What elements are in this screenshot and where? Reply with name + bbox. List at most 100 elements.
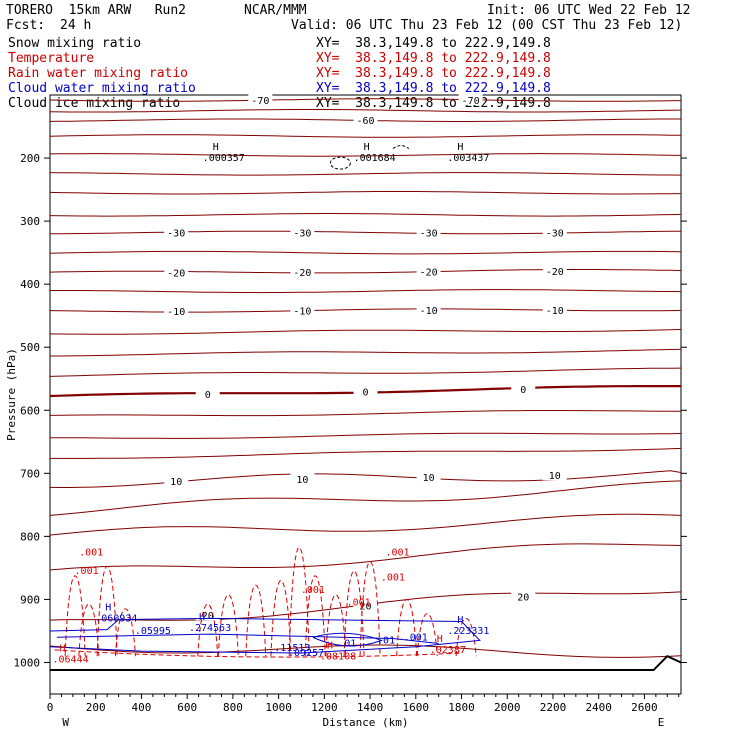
rain-contour	[96, 565, 118, 657]
isotherm-line	[49, 109, 682, 113]
cloud-contour-label: .001	[404, 632, 428, 643]
x-tick-label: 2600	[631, 701, 658, 714]
isotherm-label: -30	[293, 228, 311, 239]
max-value: .060934	[95, 613, 137, 624]
field-name: Cloud ice mixing ratio	[8, 96, 181, 111]
y-tick-label: 500	[20, 341, 40, 354]
x-tick-label: 2200	[540, 701, 567, 714]
rain-contour	[288, 546, 310, 657]
rain-contour	[78, 603, 100, 657]
isotherm-label-bg	[416, 265, 441, 277]
isotherm-label: 20	[359, 602, 371, 613]
isotherm-line	[49, 153, 682, 157]
isotherm-label: -30	[546, 228, 564, 239]
rain-contour-label: .001	[347, 598, 371, 609]
isotherm-line	[49, 250, 682, 255]
cloud-contour-label: .11513	[274, 643, 310, 654]
valid-time: Valid: 06 UTC Thu 23 Feb 12 (00 CST Thu …	[291, 18, 683, 33]
init-time: Init: 06 UTC Wed 22 Feb 12	[487, 3, 691, 18]
isotherm-label-bg	[164, 266, 189, 278]
y-tick-label: 800	[20, 530, 40, 543]
east-label: E	[658, 716, 665, 729]
isotherm-label: 20	[517, 592, 529, 603]
isotherm-label-bg	[290, 226, 315, 238]
cloud-contour-label: .09257	[288, 648, 324, 659]
isotherm-label-bg	[248, 94, 273, 106]
rain-contour	[217, 594, 239, 657]
max-value: .02387	[430, 645, 466, 656]
isotherm-label: -30	[167, 228, 185, 239]
isotherm-label-bg	[164, 304, 189, 316]
isotherm-label: 10	[423, 473, 435, 484]
isotherm-label-bg	[290, 265, 315, 277]
field-xy: XY= 38.3,149.8 to 222.9,149.8	[316, 36, 551, 51]
isotherm-label: 20	[202, 611, 214, 622]
y-tick-label: 1000	[14, 656, 41, 669]
max-marker: H	[105, 602, 111, 613]
x-tick-label: 1400	[357, 701, 384, 714]
rain-contour	[416, 613, 438, 657]
rain-contour	[197, 603, 219, 657]
cloud-contour	[312, 632, 383, 647]
isotherm-label: -10	[420, 306, 438, 317]
rain-contour-label: .001	[385, 547, 409, 558]
isotherm-label-bg	[542, 469, 567, 481]
x-tick-label: 1800	[448, 701, 475, 714]
isotherm-label: -20	[546, 267, 564, 278]
isotherm-line	[49, 172, 682, 176]
x-tick-label: 1000	[265, 701, 292, 714]
model-title: TORERO 15km ARW Run2	[6, 3, 187, 18]
rain-contour	[325, 594, 347, 657]
x-tick-label: 2400	[585, 701, 612, 714]
cloud-contour-label: .01	[377, 636, 395, 647]
isotherm-label-bg	[164, 474, 189, 486]
isotherm-line	[49, 410, 681, 417]
max-marker: H	[437, 634, 443, 645]
isotherm-line	[49, 329, 682, 335]
isotherm-label: 10	[549, 471, 561, 482]
isotherm-label: 10	[170, 477, 182, 488]
isotherm-line	[49, 98, 682, 102]
isotherm-label: -20	[420, 267, 438, 278]
isotherm-label-bg	[542, 264, 567, 276]
isotherm-label-bg	[353, 385, 378, 397]
field-xy: XY= 38.3,149.8 to 222.9,149.8	[316, 51, 551, 66]
west-label: W	[62, 716, 69, 729]
max-marker: H	[60, 643, 66, 654]
max-marker: H	[364, 142, 370, 153]
max-value: .000357	[203, 153, 245, 164]
rain-contour	[54, 649, 462, 658]
max-marker: H	[213, 142, 219, 153]
cloud-contour	[56, 633, 439, 645]
isotherm-line	[49, 269, 682, 274]
isotherm-label-bg	[416, 471, 441, 483]
isotherm-label: -70	[251, 96, 269, 107]
rain-contour-label: .001	[79, 547, 103, 558]
max-marker: H	[457, 142, 463, 153]
isotherm-label-bg	[353, 114, 378, 126]
isotherm-label: -20	[167, 268, 185, 279]
max-value: .274563	[189, 623, 231, 634]
isotherm-line	[49, 513, 682, 536]
isotherm-label: -70	[462, 96, 480, 107]
y-tick-label: 200	[20, 152, 40, 165]
isotherm-label-bg	[511, 590, 536, 602]
field-xy: XY= 38.3,149.8 to 222.9,149.8	[316, 66, 551, 81]
max-value: .08108	[320, 651, 356, 662]
x-tick-label: 800	[223, 701, 243, 714]
isotherm-label-bg	[416, 304, 441, 316]
rain-contour-label: .001	[381, 573, 405, 584]
x-tick-label: 400	[132, 701, 152, 714]
isotherm-line	[50, 432, 682, 439]
isotherm-label: -10	[167, 307, 185, 318]
rain-contour	[304, 575, 326, 657]
isotherm-label-bg	[195, 387, 220, 399]
x-tick-label: 1600	[403, 701, 430, 714]
isotherm-label-bg	[458, 94, 483, 106]
ice-contour	[392, 145, 410, 150]
isotherm-label-bg	[353, 599, 378, 611]
max-value: .06444	[53, 654, 89, 665]
isotherm-line	[49, 470, 682, 488]
fcst-value: 24 h	[60, 18, 92, 33]
rain-contour-label: .001	[301, 585, 325, 596]
